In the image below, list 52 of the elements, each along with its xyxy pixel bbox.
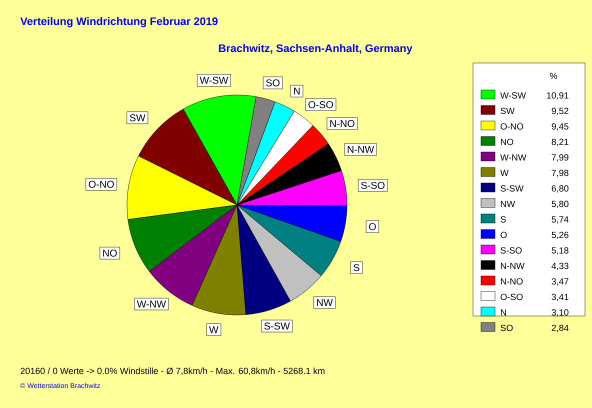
data-label: 3,10 [552, 309, 568, 317]
legend-label: O [500, 232, 507, 238]
data-label: 3,41 [552, 294, 568, 302]
legend-label: W-SW [500, 92, 526, 99]
data-label: 3,47 [552, 278, 568, 286]
data-label: 5,74 [552, 216, 569, 224]
legend-label: SW [500, 108, 515, 114]
legend-label: N-NW [500, 262, 525, 269]
data-label: 6,80 [552, 185, 568, 193]
legend-label: N [500, 309, 506, 316]
slice-label: N [294, 88, 300, 95]
data-label: 9,45 [552, 123, 568, 131]
legend-label: NO [500, 138, 514, 146]
legend-label: O-NO [500, 123, 524, 130]
data-label: 7,98 [552, 170, 568, 178]
slice-label: N-NO [330, 120, 354, 128]
slice-label: S-SW [264, 322, 290, 330]
data-label: 4,33 [552, 262, 568, 270]
data-label: 5,18 [552, 247, 568, 255]
data-label: 7,99 [552, 154, 568, 162]
slice-label: NO [103, 250, 117, 257]
legend-label: SO [500, 324, 513, 332]
slice-label: O-SO [308, 101, 334, 108]
data-label: 10,91 [547, 92, 568, 100]
slice-label: W-SW [200, 76, 228, 84]
slice-label: S [354, 264, 360, 272]
data-label: 2,84 [552, 324, 569, 332]
slice-label: W-NW [136, 300, 166, 308]
chart-subtitle: Brachwitz, Sachsen-Anhalt, Germany [218, 44, 412, 54]
legend-label: S-SW [500, 185, 524, 192]
slice-label: S-SO [361, 182, 385, 189]
slice-label: SW [130, 114, 146, 122]
slice-label: O-NO [88, 180, 114, 188]
legend-label: S-SO [500, 247, 522, 254]
chart-title: Verteilung Windrichtung Februar 2019 [20, 17, 218, 28]
data-label: 8,21 [552, 138, 568, 146]
legend-label: NW [500, 200, 516, 207]
data-label: 9,52 [552, 108, 568, 116]
slice-label: SO [266, 79, 280, 86]
slice-label: N-NW [348, 146, 374, 153]
data-label: 5,80 [552, 200, 568, 208]
legend-label: W-NW [500, 154, 526, 160]
legend-label: S [500, 216, 506, 223]
legend-title: % [550, 72, 558, 80]
legend-label: O-SO [500, 294, 523, 300]
slice-label: W [209, 326, 218, 334]
text: 20160 / 0 Werte -> 0.0% Windstille - Ø 7,8km/h - Max. 60,8km/h - 5268.1 km [20, 368, 324, 376]
legend-label: W [500, 170, 509, 176]
slice-label: O [369, 223, 376, 230]
data-label: 5,26 [552, 232, 568, 240]
legend-label: N-NO [500, 278, 523, 285]
slice-label: NW [317, 299, 333, 306]
